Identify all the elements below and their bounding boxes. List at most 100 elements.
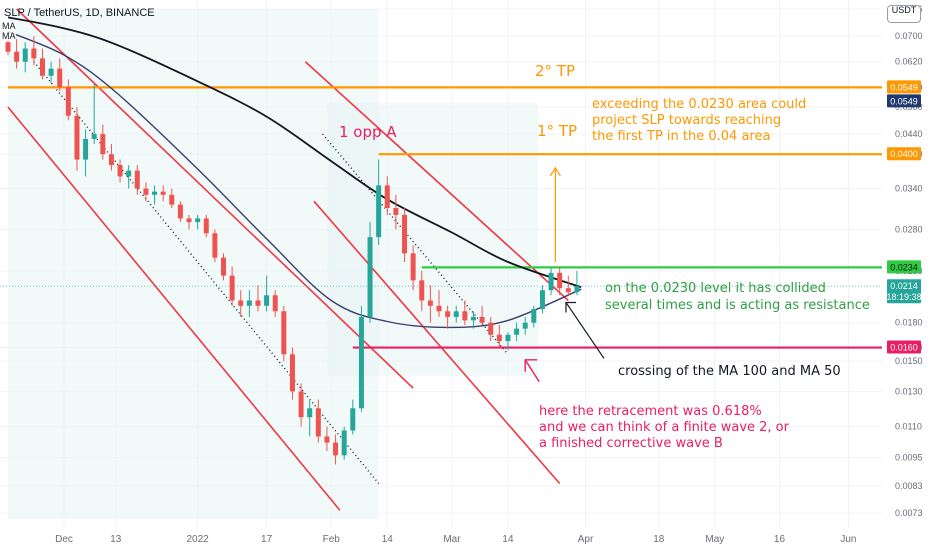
price-badge-label: 0.0214	[890, 281, 918, 291]
ma-indicator-label-2[interactable]: MA	[2, 31, 16, 41]
ma-cross-arrow-shaft	[565, 302, 605, 359]
candle-down	[39, 58, 45, 76]
candle-down	[5, 42, 11, 52]
candle-down	[436, 305, 442, 312]
candle-down	[160, 191, 166, 195]
candle-down	[488, 322, 494, 335]
y-tick-label: 0.0083	[895, 481, 923, 491]
annotation-resistance: on the 0.0230 level it has collided seve…	[605, 280, 870, 314]
candle-down	[221, 257, 226, 276]
candle-up	[91, 134, 97, 139]
candle-up	[376, 185, 382, 238]
time-axis: Dec 13 2022 17 Feb 14 Mar 14 Apr 18 May 16 Jun	[55, 534, 856, 545]
channel-2-upper	[304, 61, 569, 302]
price-badge-label: 0.0549	[890, 82, 918, 92]
channel-fill	[326, 102, 539, 376]
annotation-projection-line: exceeding the 0.0230 area could	[592, 97, 807, 112]
candle-down	[324, 436, 330, 443]
x-tick-label: 2022	[187, 534, 210, 545]
candle-down	[134, 170, 140, 189]
candle-down	[462, 311, 468, 321]
annotation-projection-line: the first TP in the 0.04 area	[592, 129, 771, 144]
x-tick-label: 13	[110, 534, 122, 545]
annotation-tp1: 1° TP	[537, 122, 578, 140]
channel-1-upper	[16, 8, 414, 389]
retracement-arrow-shaft	[524, 359, 540, 383]
ma-cross-arrow-head	[565, 301, 576, 313]
price-badge-label: 0.0549	[890, 96, 918, 106]
y-tick-label: 0.0110	[895, 422, 922, 432]
y-tick-label: 0.0130	[895, 386, 923, 396]
moving-averages	[7, 16, 582, 329]
candle-up	[358, 316, 364, 409]
candle-up	[83, 138, 89, 160]
candle-up	[470, 316, 476, 321]
candle-down	[281, 311, 287, 355]
price-badge-label: 0.0160	[890, 343, 918, 353]
candle-up	[152, 191, 158, 195]
price-badge	[887, 260, 921, 274]
ma-50-line	[7, 30, 582, 329]
annotation-arrows	[524, 166, 605, 383]
candle-down	[229, 275, 235, 301]
price-badge-countdown: 18:19:38	[886, 292, 921, 302]
candle-down	[14, 51, 20, 62]
candle-down	[238, 300, 244, 306]
annotation-retracement: here the retracement was 0.618% and we c…	[539, 404, 789, 452]
candle-up	[350, 408, 356, 431]
x-tick-label: 16	[774, 534, 786, 545]
ma-100-line	[7, 16, 582, 289]
candle-up	[341, 430, 347, 456]
candle-up	[505, 334, 511, 342]
retracement-arrow-head	[524, 359, 538, 372]
currency-button[interactable]: USDT	[887, 5, 921, 23]
price-badge	[887, 94, 921, 108]
x-tick-label: 18	[653, 534, 665, 545]
candle-down	[169, 194, 175, 205]
candle-down	[57, 68, 63, 88]
candle-down	[410, 253, 416, 281]
price-channels	[7, 8, 569, 511]
x-tick-label: 17	[261, 534, 273, 545]
candle-down	[100, 134, 106, 155]
x-tick-label: Apr	[578, 534, 594, 545]
candle-up	[548, 272, 554, 291]
candle-down	[565, 288, 571, 293]
x-tick-label: 14	[382, 534, 394, 545]
candle-up	[195, 218, 201, 223]
price-badge	[887, 147, 921, 161]
candle-down	[496, 334, 502, 342]
ma-indicator-label-1[interactable]: MA	[2, 21, 16, 31]
candle-down	[427, 300, 433, 306]
channel-2-lower	[313, 200, 561, 485]
candle-down	[255, 300, 261, 306]
y-tick-label: 0.0150	[895, 356, 923, 366]
candle-up	[264, 295, 270, 306]
candle-down	[402, 214, 408, 254]
candle-down	[186, 218, 192, 223]
annotation-retracement-line: a finished corrective wave B	[539, 436, 723, 451]
channel-fill-areas	[8, 9, 539, 519]
candle-up	[126, 170, 132, 177]
y-tick-label: 0.0095	[895, 453, 923, 463]
candle-down	[333, 442, 339, 456]
annotation-opportunity: 1 opp A	[339, 123, 397, 141]
candle-down	[108, 154, 114, 166]
x-tick-label: Feb	[323, 534, 341, 545]
x-tick-label: Dec	[55, 534, 73, 545]
price-badge-label: 0.0400	[890, 149, 918, 159]
candle-up	[522, 322, 528, 329]
candle-down	[65, 87, 71, 116]
y-tick-label: 0.0180	[895, 318, 923, 328]
candle-down	[384, 185, 390, 208]
y-tick-label: 0.0440	[895, 129, 923, 139]
candlesticks	[5, 30, 580, 465]
horizontal-levels	[0, 86, 882, 349]
candle-down	[203, 218, 209, 234]
candle-down	[315, 408, 321, 437]
channel-fill	[8, 9, 379, 519]
candle-up	[246, 300, 252, 306]
candle-up	[539, 290, 545, 310]
annotation-tp2: 2° TP	[535, 62, 576, 80]
